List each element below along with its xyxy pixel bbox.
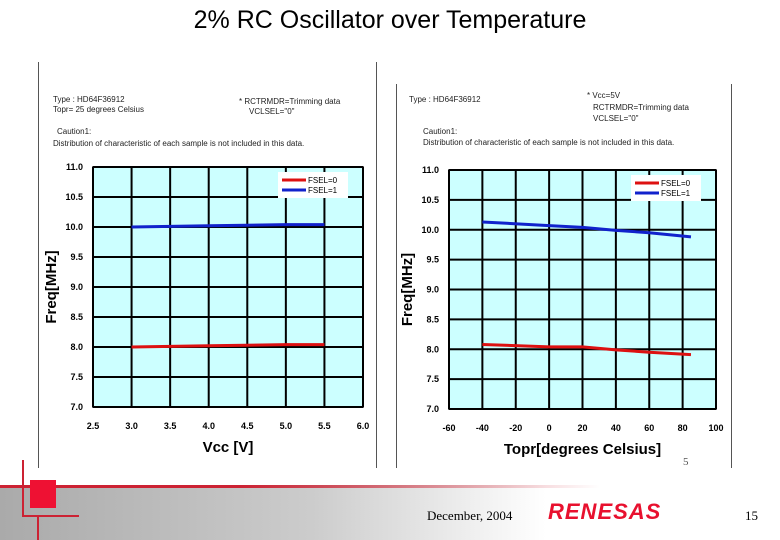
y-tick-label: 7.0 [426, 404, 439, 414]
y-tick-label: 11.0 [66, 162, 83, 172]
logo-line [37, 515, 39, 540]
x-tick-label: -60 [442, 423, 455, 433]
logo-square [30, 480, 56, 508]
y-tick-label: 7.5 [426, 374, 439, 384]
slide-title: 2% RC Oscillator over Temperature [193, 6, 587, 34]
y-tick-label: 10.0 [65, 222, 83, 232]
x-axis-label: Vcc [V] [203, 439, 254, 456]
chart-note: Type : HD64F36912 [409, 95, 481, 104]
x-tick-label: 3.0 [125, 421, 138, 431]
x-tick-label: -20 [509, 423, 522, 433]
chart-note: Distribution of characteristic of each s… [53, 139, 304, 148]
y-tick-label: 9.5 [426, 255, 439, 265]
x-tick-label: 3.5 [164, 421, 177, 431]
x-tick-label: 80 [678, 423, 688, 433]
x-tick-label: -40 [476, 423, 489, 433]
chart-note: Caution1: [57, 127, 91, 136]
y-tick-label: 8.0 [70, 342, 83, 352]
y-axis-label: Freq[MHz] [43, 250, 60, 323]
chart-vcc: Type : HD64F36912 Topr= 25 degrees Celsiu… [38, 62, 377, 468]
legend-box [278, 172, 348, 198]
y-tick-label: 11.0 [422, 165, 439, 175]
x-tick-label: 5.0 [280, 421, 293, 431]
y-tick-label: 8.5 [426, 314, 439, 324]
page-number: 15 [745, 508, 758, 523]
footer-band [0, 485, 780, 540]
series-line-fsel-1 [482, 220, 692, 239]
series-line-fsel-1 [131, 223, 325, 229]
x-tick-label: 100 [708, 423, 723, 433]
legend-label: FSEL=1 [308, 186, 338, 195]
y-tick-label: 10.0 [421, 225, 439, 235]
chart-note: RCTRMDR=Trimming data [593, 103, 689, 112]
renesas-logo: RENESAS [548, 499, 662, 524]
chart-note: * RCTRMDR=Trimming data [239, 97, 341, 106]
x-tick-label: 0 [547, 423, 552, 433]
chart-note: Distribution of characteristic of each s… [423, 138, 674, 147]
x-tick-label: 6.0 [357, 421, 370, 431]
footer-date: December, 2004 [427, 508, 513, 523]
y-tick-label: 8.5 [70, 312, 83, 322]
y-tick-label: 7.0 [70, 402, 83, 412]
x-tick-label: 20 [577, 423, 587, 433]
legend-label: FSEL=1 [661, 189, 691, 198]
y-axis-label: Freq[MHz] [399, 253, 416, 326]
y-tick-label: 7.5 [70, 372, 83, 382]
chart-note: VCLSEL="0" [593, 114, 639, 123]
y-tick-label: 10.5 [65, 192, 83, 202]
x-tick-label: 2.5 [87, 421, 100, 431]
y-tick-label: 9.5 [70, 252, 83, 262]
legend-label: FSEL=0 [661, 179, 691, 188]
footer-line [0, 485, 600, 488]
x-tick-label: 40 [611, 423, 621, 433]
x-tick-label: 60 [644, 423, 654, 433]
chart-note: * Vcc=5V [587, 91, 621, 100]
legend-box [631, 175, 701, 201]
series-line-fsel-0 [482, 342, 692, 357]
y-tick-label: 10.5 [421, 195, 439, 205]
x-tick-label: 4.0 [202, 421, 215, 431]
y-tick-label: 9.0 [426, 285, 439, 295]
x-tick-label: 5.5 [318, 421, 331, 431]
y-tick-label: 8.0 [426, 344, 439, 354]
logo-frame [22, 460, 79, 517]
chart-temperature: Type : HD64F36912 * Vcc=5V RCTRMDR=Trimmin… [396, 84, 732, 468]
sub-page-number: 5 [683, 456, 689, 468]
series-line-fsel-0 [131, 343, 325, 349]
chart-note: Type : HD64F36912 [53, 95, 125, 104]
y-tick-label: 9.0 [70, 282, 83, 292]
x-axis-label: Topr[degrees Celsius] [504, 441, 661, 458]
chart-note: VCLSEL="0" [249, 107, 295, 116]
x-tick-label: 4.5 [241, 421, 254, 431]
legend-label: FSEL=0 [308, 176, 338, 185]
chart-note: Caution1: [423, 127, 457, 136]
chart-note: Topr= 25 degrees Celsius [53, 105, 144, 114]
